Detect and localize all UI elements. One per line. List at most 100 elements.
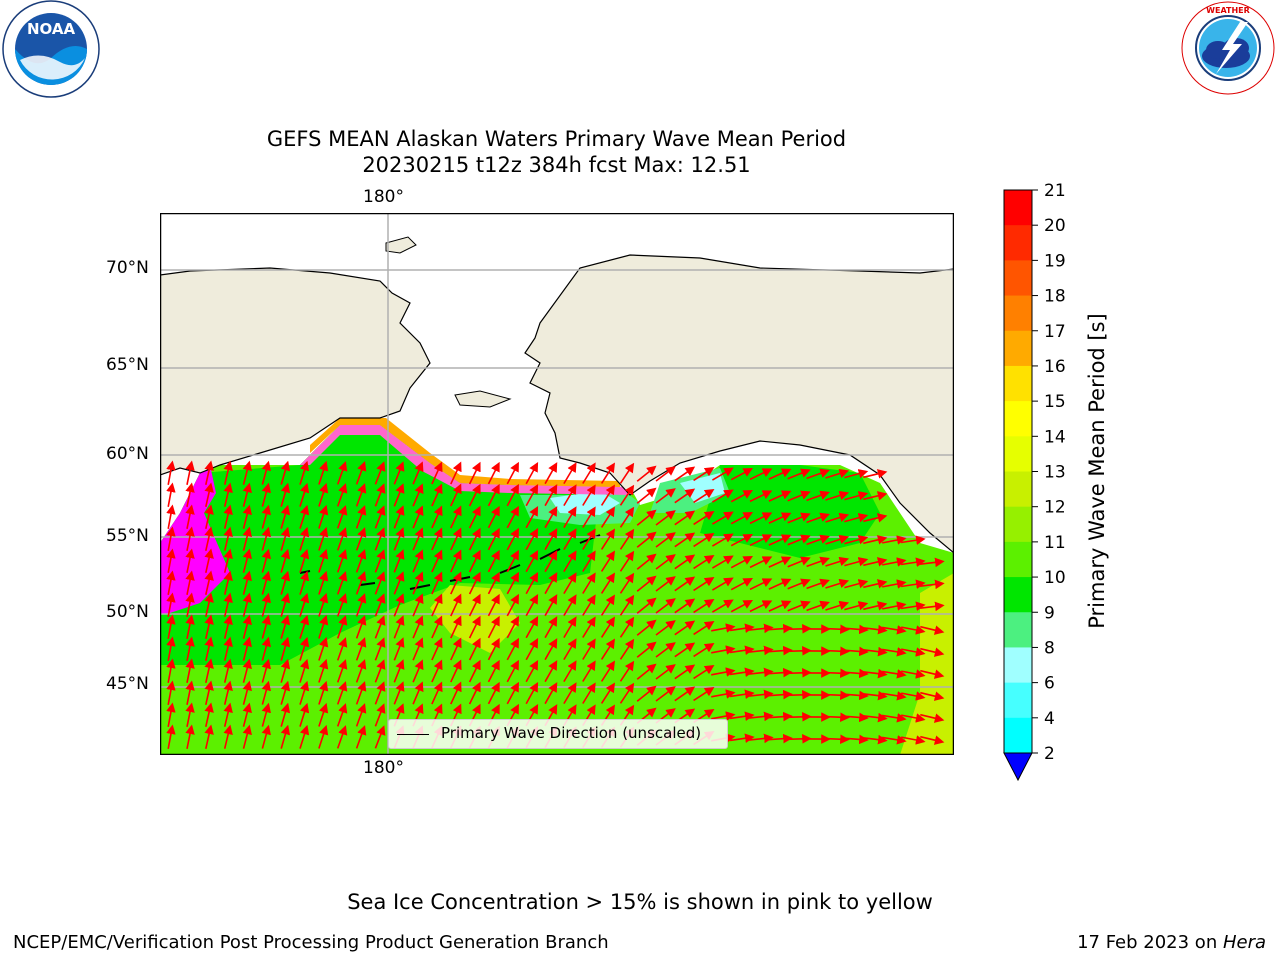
wave-direction-arrow xyxy=(843,690,869,701)
wave-direction-arrow xyxy=(881,735,907,745)
wave-direction-arrow xyxy=(242,570,252,595)
wave-direction-arrow xyxy=(786,712,812,722)
wave-direction-arrow xyxy=(318,548,329,573)
wave-direction-arrow xyxy=(242,680,252,705)
wave-direction-arrow xyxy=(711,689,736,699)
wave-direction-arrow xyxy=(223,592,233,617)
wave-direction-arrow xyxy=(825,468,850,479)
wave-direction-arrow xyxy=(506,593,519,617)
wave-direction-arrow xyxy=(582,550,596,572)
wave-direction-arrow xyxy=(749,623,774,634)
wave-direction-arrow xyxy=(787,534,811,546)
lat-label-70: 70°N xyxy=(106,258,149,278)
wave-direction-arrow xyxy=(863,491,888,501)
wave-direction-arrow xyxy=(468,571,481,595)
wave-direction-arrow xyxy=(204,482,214,507)
wave-direction-arrow xyxy=(600,660,615,682)
wave-direction-arrow xyxy=(582,462,596,484)
wave-direction-arrow xyxy=(920,601,945,612)
wave-direction-arrow xyxy=(674,488,696,504)
wave-direction-arrow xyxy=(863,690,888,701)
wave-direction-arrow xyxy=(487,615,500,639)
wave-direction-arrow xyxy=(920,625,945,635)
wave-direction-arrow xyxy=(901,625,926,635)
wave-direction-arrow xyxy=(768,578,792,590)
wave-direction-arrow xyxy=(318,724,329,749)
wave-direction-arrow xyxy=(863,624,888,635)
wave-direction-arrow xyxy=(355,593,367,617)
wave-direction-arrow xyxy=(825,556,850,567)
wave-direction-arrow xyxy=(767,689,793,700)
wave-direction-arrow xyxy=(412,571,424,595)
lat-label-55: 55°N xyxy=(106,526,149,546)
wave-direction-arrow xyxy=(242,548,252,573)
wave-direction-arrow xyxy=(901,647,926,657)
colorbar-segment xyxy=(1004,471,1032,508)
legend-line-swatch xyxy=(397,734,429,735)
wave-direction-arrow xyxy=(674,664,696,680)
wave-direction-arrow xyxy=(374,681,386,705)
wave-direction-arrow xyxy=(299,482,310,507)
wave-direction-arrow xyxy=(730,490,754,503)
wave-direction-arrow xyxy=(336,593,348,617)
wave-direction-arrow xyxy=(825,600,850,611)
noaa-logo-text: NOAA xyxy=(27,20,76,38)
wave-direction-arrow xyxy=(261,680,271,705)
wave-direction-arrow xyxy=(544,638,558,661)
wave-direction-arrow xyxy=(674,576,696,592)
wave-direction-arrow xyxy=(711,555,734,569)
wave-direction-arrow xyxy=(355,505,367,529)
wave-direction-arrow xyxy=(619,550,635,572)
wave-direction-arrow xyxy=(299,570,310,595)
wave-direction-arrow xyxy=(431,483,443,507)
wave-direction-arrow xyxy=(185,570,195,595)
wave-direction-arrow xyxy=(806,512,830,524)
wave-direction-arrow xyxy=(412,681,424,705)
wave-direction-arrow xyxy=(336,505,348,529)
wave-direction-arrow xyxy=(261,504,271,529)
wave-direction-arrow xyxy=(318,460,329,485)
wave-direction-arrow xyxy=(787,578,811,590)
wave-direction-arrow xyxy=(767,667,793,678)
wave-direction-arrow xyxy=(844,469,869,479)
wave-direction-arrow xyxy=(730,534,754,547)
wave-direction-arrow xyxy=(412,505,424,529)
wave-direction-arrow xyxy=(544,594,558,617)
wave-direction-arrow xyxy=(487,549,500,573)
wave-direction-arrow xyxy=(393,483,405,507)
wave-direction-arrow xyxy=(863,579,888,589)
colorbar-tick-label: 12 xyxy=(1044,498,1066,518)
wave-direction-arrow xyxy=(806,468,830,480)
wave-direction-arrow xyxy=(393,681,405,705)
wave-direction-arrow xyxy=(563,506,577,529)
wave-direction-arrow xyxy=(729,645,755,656)
wave-direction-arrow xyxy=(299,680,310,705)
wave-direction-arrow xyxy=(242,482,252,507)
wave-direction-arrow xyxy=(600,616,615,638)
wave-direction-arrow xyxy=(711,599,734,613)
wave-direction-arrow xyxy=(843,712,869,723)
wave-direction-arrow xyxy=(374,725,386,749)
wave-direction-arrow xyxy=(863,734,888,745)
wave-direction-arrow xyxy=(185,724,195,749)
wave-direction-arrow xyxy=(280,592,291,617)
wave-direction-arrow xyxy=(619,462,635,484)
wave-direction-arrow xyxy=(674,642,696,658)
wave-direction-arrow xyxy=(166,482,176,507)
wave-direction-arrow xyxy=(412,549,424,573)
wave-direction-arrow xyxy=(487,483,500,507)
wave-direction-arrow xyxy=(299,702,310,727)
nws-logo: WEATHER xyxy=(1178,0,1280,100)
wave-direction-arrow xyxy=(711,533,734,547)
wave-direction-arrow xyxy=(693,687,715,702)
wave-direction-arrow xyxy=(280,658,291,683)
wave-direction-arrow xyxy=(487,571,500,595)
wave-direction-arrow xyxy=(525,615,539,639)
sea-ice-note: Sea Ice Concentration > 15% is shown in … xyxy=(347,890,933,914)
wave-direction-arrow xyxy=(450,637,462,661)
wave-direction-arrow xyxy=(563,462,577,485)
wave-direction-arrow xyxy=(920,735,945,745)
wave-direction-arrow xyxy=(563,682,577,705)
wave-direction-arrow xyxy=(506,637,519,661)
wave-direction-arrow xyxy=(242,658,252,683)
